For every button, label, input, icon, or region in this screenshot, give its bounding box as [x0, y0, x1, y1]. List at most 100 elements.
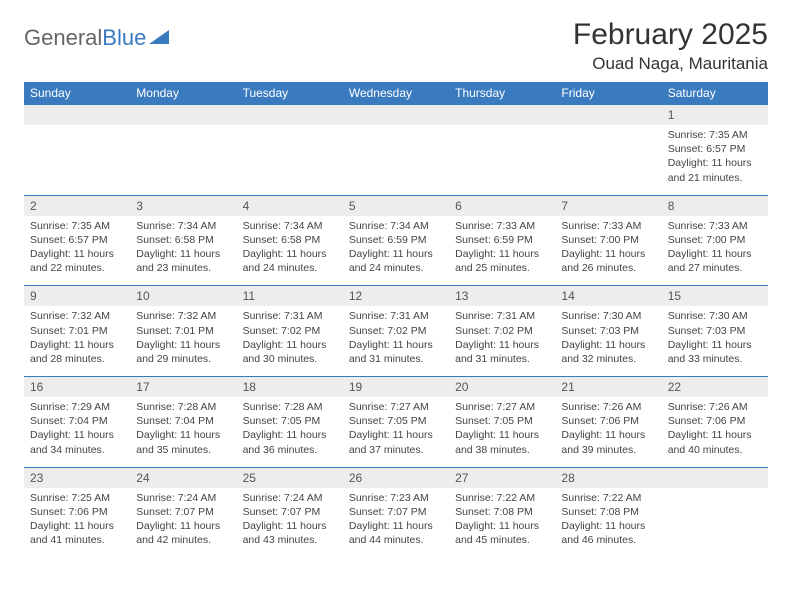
sunset-text: Sunset: 7:05 PM [243, 414, 337, 428]
daylight-text-2: and 30 minutes. [243, 352, 337, 366]
day-number: 5 [343, 195, 449, 216]
day-number: 23 [24, 467, 130, 488]
sunset-text: Sunset: 6:58 PM [136, 233, 230, 247]
sunset-text: Sunset: 6:58 PM [243, 233, 337, 247]
location: Ouad Naga, Mauritania [573, 54, 768, 74]
daylight-text-1: Daylight: 11 hours [561, 519, 655, 533]
sunset-text: Sunset: 7:00 PM [668, 233, 762, 247]
day-number: 15 [662, 286, 768, 307]
daylight-text-2: and 43 minutes. [243, 533, 337, 547]
daylight-text-2: and 40 minutes. [668, 443, 762, 457]
day-cell: Sunrise: 7:26 AMSunset: 7:06 PMDaylight:… [555, 397, 661, 467]
daylight-text-1: Daylight: 11 hours [349, 247, 443, 261]
day-number: 6 [449, 195, 555, 216]
day-number: 22 [662, 377, 768, 398]
logo-text-1: General [24, 25, 102, 51]
day-cell: Sunrise: 7:32 AMSunset: 7:01 PMDaylight:… [130, 306, 236, 376]
daylight-text-2: and 31 minutes. [349, 352, 443, 366]
day-cell: Sunrise: 7:24 AMSunset: 7:07 PMDaylight:… [237, 488, 343, 558]
day-number [24, 105, 130, 126]
daylight-text-2: and 31 minutes. [455, 352, 549, 366]
sunset-text: Sunset: 7:01 PM [136, 324, 230, 338]
daylight-text-2: and 37 minutes. [349, 443, 443, 457]
daylight-text-1: Daylight: 11 hours [243, 338, 337, 352]
sunset-text: Sunset: 7:04 PM [136, 414, 230, 428]
day-cell [24, 125, 130, 195]
day-number: 8 [662, 195, 768, 216]
day-number: 4 [237, 195, 343, 216]
daylight-text-1: Daylight: 11 hours [561, 247, 655, 261]
daylight-text-1: Daylight: 11 hours [136, 338, 230, 352]
sunrise-text: Sunrise: 7:26 AM [668, 400, 762, 414]
daylight-text-2: and 38 minutes. [455, 443, 549, 457]
daylight-text-1: Daylight: 11 hours [136, 519, 230, 533]
day-number-row: 1 [24, 105, 768, 126]
sunrise-text: Sunrise: 7:28 AM [243, 400, 337, 414]
day-cell: Sunrise: 7:33 AMSunset: 7:00 PMDaylight:… [555, 216, 661, 286]
daylight-text-2: and 22 minutes. [30, 261, 124, 275]
day-number: 18 [237, 377, 343, 398]
sunset-text: Sunset: 7:07 PM [136, 505, 230, 519]
day-cell: Sunrise: 7:25 AMSunset: 7:06 PMDaylight:… [24, 488, 130, 558]
logo-text-2: Blue [102, 25, 146, 51]
logo-triangle-icon [149, 24, 169, 50]
sunrise-text: Sunrise: 7:22 AM [455, 491, 549, 505]
day-cell: Sunrise: 7:28 AMSunset: 7:05 PMDaylight:… [237, 397, 343, 467]
daylight-text-1: Daylight: 11 hours [136, 247, 230, 261]
day-header: Wednesday [343, 82, 449, 105]
daylight-text-2: and 42 minutes. [136, 533, 230, 547]
day-cell: Sunrise: 7:22 AMSunset: 7:08 PMDaylight:… [555, 488, 661, 558]
daylight-text-1: Daylight: 11 hours [243, 519, 337, 533]
sunrise-text: Sunrise: 7:34 AM [243, 219, 337, 233]
day-number: 20 [449, 377, 555, 398]
daylight-text-1: Daylight: 11 hours [455, 338, 549, 352]
day-cell [555, 125, 661, 195]
sunrise-text: Sunrise: 7:22 AM [561, 491, 655, 505]
sunrise-text: Sunrise: 7:23 AM [349, 491, 443, 505]
day-number: 16 [24, 377, 130, 398]
daylight-text-1: Daylight: 11 hours [455, 519, 549, 533]
day-number: 17 [130, 377, 236, 398]
daylight-text-2: and 35 minutes. [136, 443, 230, 457]
daylight-text-1: Daylight: 11 hours [30, 428, 124, 442]
sunrise-text: Sunrise: 7:28 AM [136, 400, 230, 414]
day-number: 19 [343, 377, 449, 398]
day-number: 11 [237, 286, 343, 307]
sunrise-text: Sunrise: 7:31 AM [243, 309, 337, 323]
day-number-row: 16171819202122 [24, 377, 768, 398]
sunrise-text: Sunrise: 7:33 AM [455, 219, 549, 233]
daylight-text-1: Daylight: 11 hours [561, 428, 655, 442]
day-number: 28 [555, 467, 661, 488]
day-cell: Sunrise: 7:34 AMSunset: 6:58 PMDaylight:… [130, 216, 236, 286]
daylight-text-1: Daylight: 11 hours [455, 428, 549, 442]
daylight-text-2: and 34 minutes. [30, 443, 124, 457]
daylight-text-1: Daylight: 11 hours [561, 338, 655, 352]
daylight-text-1: Daylight: 11 hours [136, 428, 230, 442]
daylight-text-2: and 25 minutes. [455, 261, 549, 275]
daylight-text-2: and 27 minutes. [668, 261, 762, 275]
day-number [237, 105, 343, 126]
sunset-text: Sunset: 7:08 PM [455, 505, 549, 519]
header: GeneralBlue February 2025 Ouad Naga, Mau… [24, 18, 768, 74]
day-cell: Sunrise: 7:22 AMSunset: 7:08 PMDaylight:… [449, 488, 555, 558]
sunrise-text: Sunrise: 7:30 AM [561, 309, 655, 323]
sunset-text: Sunset: 7:01 PM [30, 324, 124, 338]
sunset-text: Sunset: 7:06 PM [668, 414, 762, 428]
day-number: 24 [130, 467, 236, 488]
sunset-text: Sunset: 6:59 PM [455, 233, 549, 247]
day-number-row: 2345678 [24, 195, 768, 216]
day-cell [662, 488, 768, 558]
sunset-text: Sunset: 7:00 PM [561, 233, 655, 247]
sunrise-text: Sunrise: 7:24 AM [243, 491, 337, 505]
day-header: Sunday [24, 82, 130, 105]
daylight-text-1: Daylight: 11 hours [30, 338, 124, 352]
daylight-text-2: and 21 minutes. [668, 171, 762, 185]
sunrise-text: Sunrise: 7:29 AM [30, 400, 124, 414]
sunset-text: Sunset: 7:02 PM [455, 324, 549, 338]
daylight-text-1: Daylight: 11 hours [243, 428, 337, 442]
sunset-text: Sunset: 7:05 PM [349, 414, 443, 428]
sunrise-text: Sunrise: 7:32 AM [30, 309, 124, 323]
logo: GeneralBlue [24, 24, 169, 52]
daylight-text-2: and 32 minutes. [561, 352, 655, 366]
daylight-text-2: and 24 minutes. [349, 261, 443, 275]
